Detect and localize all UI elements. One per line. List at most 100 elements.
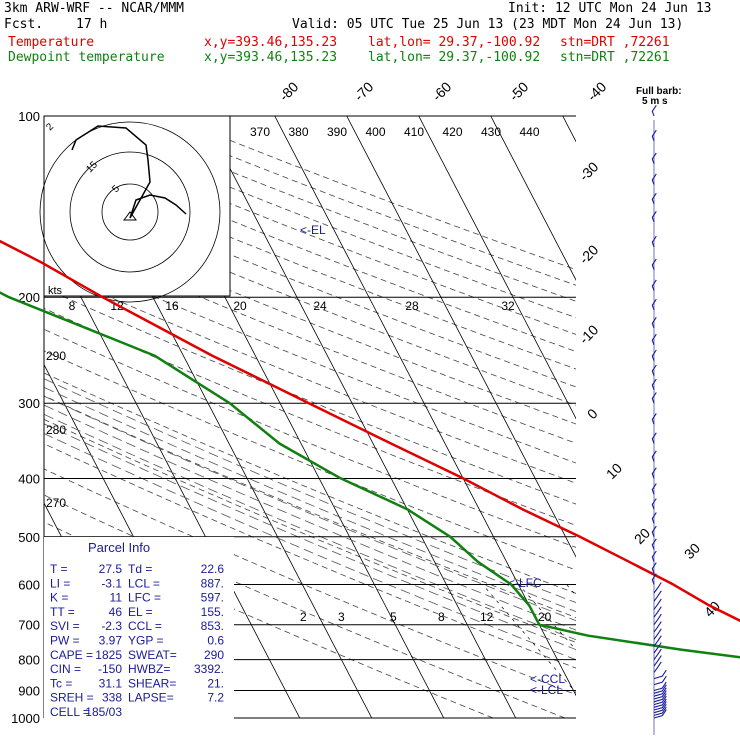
temperature-station: stn=DRT ,72261	[560, 35, 670, 50]
dewpoint-latlon: lat,lon= 29.37,-100.92	[368, 50, 541, 65]
theta-label: 400	[366, 125, 386, 139]
isotherm-line	[202, 116, 517, 718]
valid-time: Valid: 05 UTC Tue 25 Jun 13 (23 MDT Mon …	[292, 17, 684, 32]
pressure-label: 300	[18, 396, 40, 411]
wind-barb	[653, 690, 667, 700]
pressure-label: 600	[18, 577, 40, 592]
parcel-info-key: CAPE =	[50, 648, 93, 662]
wind-barb	[651, 333, 657, 346]
theta-label: 380	[289, 125, 309, 139]
wind-barb	[651, 235, 657, 248]
mixing-ratio-label: 5	[390, 610, 397, 624]
wind-barb	[651, 152, 657, 164]
parcel-info-row: T = 27.5 Td = 22.6	[50, 562, 224, 576]
wind-barb	[651, 573, 657, 585]
wind-barb	[653, 606, 662, 618]
parcel-info-key: SHEAR=	[128, 676, 176, 690]
dewpoint-xy: x,y=393.46,135.23	[204, 50, 338, 65]
hodograph-marker	[123, 211, 137, 221]
wind-barb	[653, 709, 667, 719]
parcel-info-value: 853.	[201, 619, 224, 633]
isotherm-label: 20	[631, 525, 653, 547]
parcel-info-box	[44, 537, 234, 719]
parcel-info-value: 21.	[207, 676, 224, 690]
parcel-info-row: K = 11 LFC = 597.	[50, 591, 224, 605]
isotherm-line	[274, 116, 576, 697]
moist-adiabat	[44, 423, 576, 651]
wind-barb	[653, 698, 667, 708]
isotherm-line	[346, 116, 576, 558]
theta-label: 280	[46, 423, 66, 437]
hodograph-speed-label: 32	[501, 299, 515, 313]
wind-barb	[651, 378, 657, 390]
forecast-label: Fcst.	[4, 17, 44, 32]
temperature-latlon: lat,lon= 29.37,-100.92	[368, 35, 541, 50]
isotherm-label: -50	[506, 78, 532, 104]
parcel-info-value: 887.	[201, 576, 224, 590]
temperature-xy: x,y=393.46,135.23	[204, 35, 338, 50]
isotherm-label: -40	[584, 78, 610, 104]
wind-barb	[653, 703, 667, 714]
parcel-info-row: LI = -3.1 LCL = 887.	[50, 576, 224, 590]
pressure-label: 200	[18, 290, 40, 305]
parcel-info-value: 185/03	[85, 705, 122, 719]
parcel-info-key: T =	[50, 562, 67, 576]
isotherm-label: -30	[576, 158, 602, 184]
wind-barb	[651, 364, 657, 376]
parcel-info-row: CAPE = 1825 SWEAT= 290	[50, 648, 224, 662]
hodograph-ring	[39, 121, 221, 303]
parcel-info-key: CELL =	[50, 705, 90, 719]
isotherm-label: 10	[603, 460, 625, 482]
hodograph-speed-label: 16	[165, 299, 179, 313]
wind-barb	[653, 590, 662, 602]
dry-adiabat	[44, 248, 576, 464]
hodograph-speed-label: 20	[233, 299, 247, 313]
theta-label: 290	[46, 349, 66, 363]
dry-adiabat	[44, 176, 576, 388]
wind-barb	[651, 392, 657, 404]
wind-barb	[651, 525, 657, 537]
mixing-ratio-line	[518, 584, 576, 651]
dry-adiabat	[44, 521, 494, 718]
wind-barb	[653, 706, 667, 716]
wind-barb	[653, 642, 662, 654]
theta-label: 390	[327, 125, 347, 139]
wind-barb	[651, 349, 657, 361]
parcel-info-key: CCL =	[128, 619, 162, 633]
dewpoint-legend: Dewpoint temperature	[8, 50, 165, 65]
wind-barb	[653, 635, 662, 647]
parcel-info-key: EL =	[128, 605, 153, 619]
isotherm-label: 0	[584, 405, 601, 422]
parcel-info-value: 0.6	[207, 634, 224, 648]
parcel-info-key: LAPSE=	[128, 691, 174, 705]
theta-label: 410	[404, 125, 424, 139]
wind-barb	[653, 628, 662, 640]
mixing-ratio-label: 8	[438, 610, 445, 624]
isotherm-line	[490, 116, 576, 281]
wind-barb	[653, 701, 667, 711]
barb-legend-value: 5 m s	[642, 96, 668, 107]
parcel-info-value: 3392.	[194, 662, 224, 676]
wind-barb	[651, 413, 657, 425]
isotherm-label: 40	[701, 598, 723, 620]
wind-barb	[651, 279, 657, 291]
wind-barb	[653, 598, 662, 610]
ccl-label: <-CCL	[530, 672, 565, 686]
isotherm-label: 30	[681, 540, 703, 562]
wind-barb	[653, 693, 667, 703]
theta-label: 420	[443, 125, 463, 139]
theta-label: 370	[250, 125, 270, 139]
parcel-info-key: SVI =	[50, 619, 80, 633]
pressure-label: 900	[18, 683, 40, 698]
isotherm-line	[635, 116, 740, 718]
isotherm-label: -70	[351, 78, 377, 104]
barb-legend-title: Full barb:	[636, 86, 682, 97]
isotherm-line	[44, 225, 301, 718]
wind-barb	[653, 655, 662, 667]
mixing-ratio-label: 20	[538, 610, 552, 624]
wind-barb	[653, 669, 667, 680]
parcel-info-value: 3.97	[99, 634, 123, 648]
isotherm-line	[707, 116, 740, 718]
dry-adiabat	[44, 494, 566, 718]
pressure-label: 400	[18, 471, 40, 486]
